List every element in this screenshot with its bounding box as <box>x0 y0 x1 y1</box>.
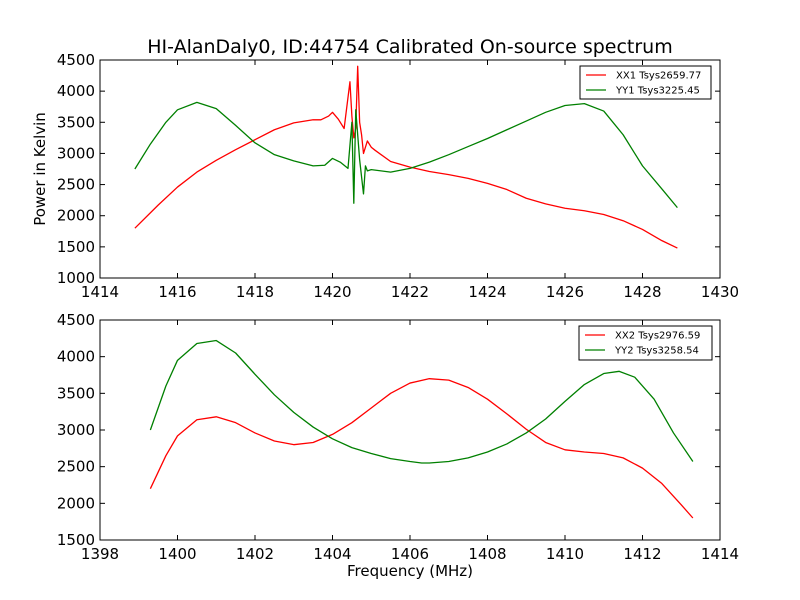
x-axis-label-bottom: Frequency (MHz) <box>347 562 473 580</box>
y-axis-label-top: Power in Kelvin <box>31 112 49 226</box>
y-tick-label: 2000 <box>57 207 95 225</box>
legend-label: YY2 Tsys3258.54 <box>614 346 699 357</box>
x-tick-label: 1398 <box>81 545 119 563</box>
y-tick-label: 3500 <box>57 384 95 402</box>
series-line-xx2 <box>149 378 694 519</box>
y-tick-label: 2500 <box>57 458 95 476</box>
series-line-yy1 <box>134 101 678 209</box>
chart-panel-bottom: 1398 1400 1402 1404 1406 1408 1410 1412 1414 1500… <box>57 311 739 563</box>
legend-label: XX2 Tsys2976.59 <box>615 331 700 342</box>
x-tick-label: 1416 <box>158 283 196 301</box>
x-tick-label: 1426 <box>546 283 584 301</box>
y-tick-label: 4500 <box>57 51 95 69</box>
x-tick-label: 1404 <box>313 545 351 563</box>
x-tick-label: 1420 <box>313 283 351 301</box>
x-tick-label: 1422 <box>391 283 429 301</box>
x-tick-label: 1414 <box>701 545 739 563</box>
x-tick-label: 1402 <box>236 545 274 563</box>
y-tick-label: 1000 <box>57 269 95 287</box>
x-tick-label: 1424 <box>468 283 506 301</box>
y-tick-label: 4500 <box>57 311 95 329</box>
y-tick-label: 1500 <box>57 238 95 256</box>
y-tick-label: 4000 <box>57 348 95 366</box>
x-tick-label: 1406 <box>391 545 429 563</box>
legend-label: XX1 Tsys2659.77 <box>616 71 701 82</box>
chart-title: HI-AlanDaly0, ID:44754 Calibrated On-sou… <box>147 36 673 58</box>
y-tick-label: 2000 <box>57 494 95 512</box>
chart-panel-top: 1414 1416 1418 1420 1422 1424 1426 1428 1430 1000… <box>57 51 739 301</box>
y-tick-label: 3000 <box>57 144 95 162</box>
series-line-yy2 <box>149 339 694 464</box>
y-tick-label: 1500 <box>57 531 95 549</box>
y-tick-label: 4000 <box>57 82 95 100</box>
legend-label: YY1 Tsys3225.45 <box>615 86 700 97</box>
series-line-xx1 <box>134 65 678 249</box>
x-tick-label: 1410 <box>546 545 584 563</box>
y-tick-label: 2500 <box>57 176 95 194</box>
x-tick-label: 1430 <box>701 283 739 301</box>
y-tick-label: 3500 <box>57 113 95 131</box>
x-tick-label: 1408 <box>468 545 506 563</box>
x-tick-label: 1412 <box>623 545 661 563</box>
y-tick-label: 3000 <box>57 421 95 439</box>
x-tick-label: 1400 <box>158 545 196 563</box>
x-tick-label: 1418 <box>236 283 274 301</box>
legend-box <box>579 65 712 100</box>
x-tick-label: 1414 <box>81 283 119 301</box>
legend-box <box>578 325 713 361</box>
x-tick-label: 1428 <box>623 283 661 301</box>
